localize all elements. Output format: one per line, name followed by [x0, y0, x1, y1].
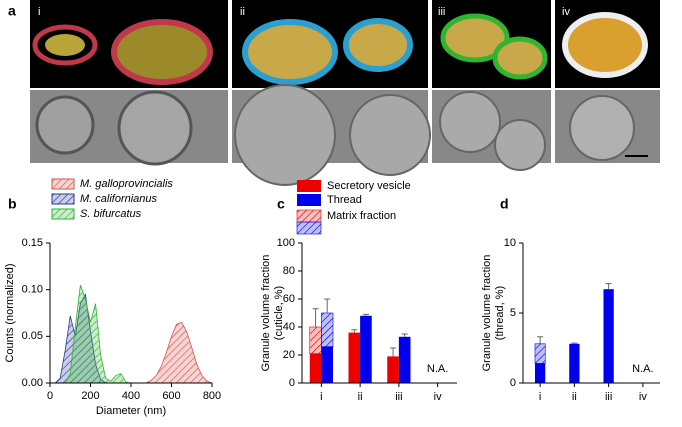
error-bar	[537, 336, 544, 344]
legend-label: Secretory vesicle	[327, 180, 411, 192]
y-tick-label: 100	[277, 237, 295, 249]
error-bar	[605, 283, 612, 290]
panel-label: c	[277, 196, 285, 212]
x-axis-label: Diameter (nm)	[96, 405, 166, 417]
tomogram	[117, 90, 193, 166]
legend-swatch	[51, 208, 75, 220]
bar	[321, 346, 333, 383]
bar	[569, 343, 580, 383]
error-bar	[390, 347, 397, 357]
legend-label: S. bifurcatus	[80, 208, 142, 220]
x-tick-label: ii	[358, 391, 363, 403]
x-tick-label: ii	[572, 391, 577, 403]
y-tick-label: 0	[289, 377, 295, 389]
x-tick-label: 400	[122, 390, 140, 402]
legend-label: Thread	[327, 194, 362, 206]
y-axis-label: Counts (normalized)	[4, 263, 16, 362]
separator	[551, 0, 555, 163]
x-tick-label: 800	[203, 390, 221, 402]
tomogram	[35, 95, 95, 155]
render	[45, 34, 85, 56]
separator	[228, 0, 232, 163]
x-tick-label: i	[320, 391, 322, 403]
legend-swatch	[51, 178, 75, 190]
legend-label: M. galloprovincialis	[80, 178, 173, 190]
x-tick-label: iii	[395, 391, 402, 403]
y-tick-label: 20	[283, 349, 295, 361]
render	[343, 18, 413, 72]
separator	[428, 0, 432, 163]
bar	[603, 289, 614, 383]
x-tick-label: 200	[81, 390, 99, 402]
y-tick-label: 80	[283, 265, 295, 277]
legend-label: Matrix fraction	[327, 210, 396, 222]
image-label: ii	[240, 6, 245, 18]
legend-swatch	[51, 193, 75, 205]
y-axis-label: Granule volume fraction	[481, 255, 493, 372]
render	[32, 24, 98, 66]
error-bar	[324, 298, 331, 313]
y-axis-label: (cuticle, %)	[273, 286, 285, 340]
tomogram	[349, 94, 431, 176]
matrix-bar	[534, 343, 546, 364]
y-tick-label: 0.05	[22, 330, 43, 342]
y-tick-label: 0	[510, 377, 516, 389]
image-label: i	[38, 6, 40, 18]
x-tick-label: 600	[162, 390, 180, 402]
na-label: N.A.	[427, 363, 448, 375]
bar	[387, 356, 399, 383]
image-label: iv	[562, 6, 570, 18]
matrix-bar	[309, 326, 322, 354]
legend-label: M. californianus	[80, 193, 158, 205]
image-label: iii	[438, 6, 445, 18]
bar	[348, 332, 361, 383]
error-bar	[401, 333, 408, 337]
render	[492, 36, 548, 80]
legend-swatch	[297, 180, 321, 192]
render	[562, 12, 648, 78]
y-tick-label: 5	[510, 307, 516, 319]
render	[242, 19, 338, 85]
panel-label: b	[8, 196, 17, 212]
bar	[534, 363, 546, 383]
na-label: N.A.	[632, 363, 653, 375]
x-tick-label: iii	[605, 391, 612, 403]
render	[111, 19, 213, 85]
tomogram	[439, 91, 501, 153]
image-panel: a i ii iii iv	[8, 0, 660, 186]
y-tick-label: 10	[504, 237, 516, 249]
bar	[398, 336, 411, 383]
render	[440, 13, 510, 63]
x-tick-label: 0	[47, 390, 53, 402]
y-tick-label: 0.00	[22, 377, 43, 389]
y-tick-label: 60	[283, 293, 295, 305]
bar	[309, 353, 322, 383]
matrix-bar	[321, 312, 334, 347]
y-axis-label: Granule volume fraction	[260, 255, 272, 372]
y-axis-label: (thread, %)	[494, 286, 506, 340]
x-tick-label: iv	[639, 391, 647, 403]
x-tick-label: i	[539, 391, 541, 403]
legend-swatch	[297, 194, 321, 206]
tomogram	[234, 84, 336, 186]
legend-swatch	[296, 209, 322, 223]
error-bar	[312, 308, 319, 327]
tomogram	[569, 95, 635, 161]
bar	[360, 315, 372, 383]
panel-label: d	[500, 196, 509, 212]
y-tick-label: 40	[283, 321, 295, 333]
error-bar	[362, 313, 369, 316]
legend-swatch	[296, 221, 322, 235]
y-tick-label: 0.10	[22, 284, 43, 296]
y-tick-label: 0.15	[22, 237, 43, 249]
error-bar	[351, 329, 358, 333]
panel-label: a	[8, 3, 16, 19]
error-bar	[571, 342, 578, 344]
x-tick-label: iv	[434, 391, 442, 403]
tomogram	[494, 119, 546, 171]
